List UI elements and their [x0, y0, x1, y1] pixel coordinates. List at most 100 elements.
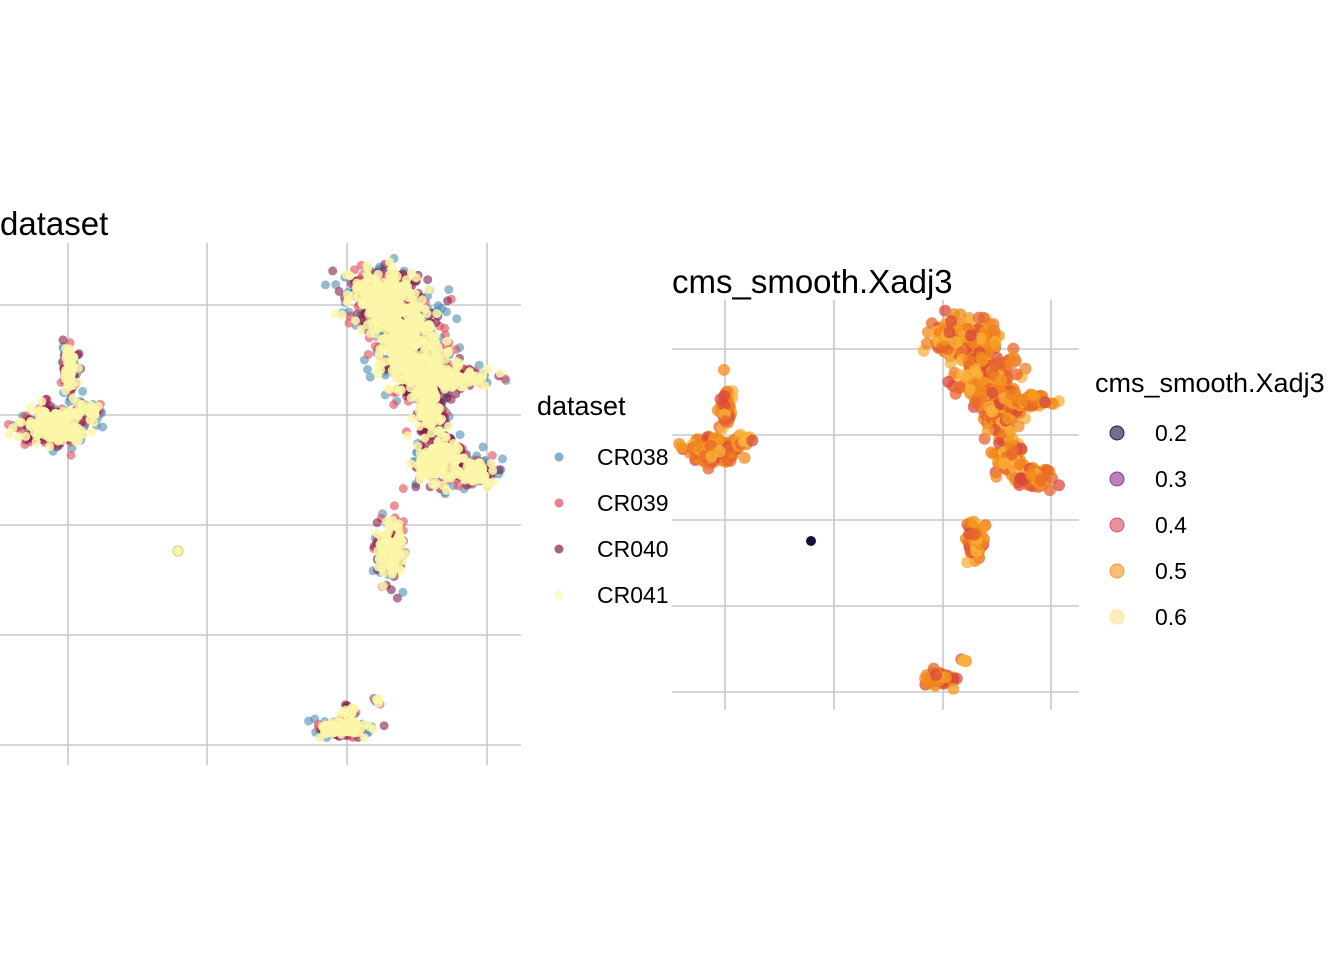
point-CR041 [384, 308, 394, 318]
point-CR041 [430, 347, 440, 356]
point-CR039 [363, 350, 373, 359]
point-CR041 [433, 413, 443, 422]
point-cms [993, 437, 1006, 450]
point-CR041 [406, 459, 416, 469]
point-CR041 [456, 382, 466, 392]
point-cms [718, 389, 731, 402]
point-CR041 [413, 378, 423, 388]
point-CR038 [98, 422, 108, 432]
point-CR039 [389, 400, 399, 410]
point-CR041 [36, 411, 46, 421]
gridlines-dataset [0, 243, 521, 765]
point-CR039 [398, 484, 408, 493]
panel-title-cms: cms_smooth.Xadj3 [672, 263, 953, 300]
point-cms [1027, 389, 1040, 402]
point-CR041 [449, 453, 459, 462]
point-CR041 [56, 417, 66, 427]
series-CR041 [4, 257, 505, 743]
point-cms [942, 375, 955, 388]
point-cms [919, 672, 932, 685]
point-CR041 [347, 708, 357, 718]
point-CR041 [376, 314, 386, 324]
point-CR041 [442, 336, 452, 346]
point-cms [988, 324, 1001, 337]
point-CR041 [351, 316, 360, 326]
point-CR041 [444, 421, 453, 431]
point-CR041 [21, 431, 31, 441]
point-CR041 [414, 357, 424, 367]
point-CR040 [379, 721, 389, 731]
point-CR041 [415, 457, 425, 467]
point-cms [738, 451, 751, 464]
point-CR040 [58, 335, 68, 345]
point-CR040 [423, 275, 433, 285]
point-cms [943, 326, 956, 339]
point-cms [964, 329, 977, 342]
point-cms [954, 381, 967, 394]
point-CR041 [25, 403, 35, 413]
point-CR039 [453, 481, 463, 491]
point-CR041 [459, 453, 469, 463]
legend-key-CR040 [554, 544, 564, 554]
point-CR041 [418, 386, 428, 396]
point-cms [1007, 342, 1020, 355]
legend-key-0.5 [1109, 563, 1125, 579]
point-cms [988, 358, 1001, 371]
point-CR041 [330, 309, 340, 319]
point-cms [1043, 484, 1056, 497]
point-cms [1015, 472, 1027, 485]
point-CR041 [328, 728, 338, 738]
point-CR041 [418, 471, 428, 481]
point-CR041 [395, 529, 405, 539]
point-CR041 [40, 430, 50, 440]
point-CR041 [73, 377, 83, 387]
point-CR041 [372, 529, 382, 538]
point-CR041 [70, 434, 80, 443]
points-dataset [3, 253, 511, 743]
point-CR041 [391, 384, 401, 394]
point-cms [920, 337, 933, 350]
point-CR040 [411, 482, 421, 492]
point-cms [969, 528, 982, 541]
point-CR041 [417, 323, 427, 333]
point-CR041 [408, 351, 417, 361]
point-CR041 [448, 439, 458, 448]
point-CR041 [420, 433, 430, 443]
point-CR041 [387, 365, 397, 375]
point-CR041 [338, 707, 348, 717]
point-CR041 [357, 298, 367, 308]
point-cms [945, 315, 958, 328]
point-CR041 [396, 293, 406, 303]
point-CR041 [390, 355, 400, 365]
point-CR041 [31, 437, 41, 447]
point-CR039 [389, 501, 399, 511]
point-CR041 [400, 549, 410, 559]
point-CR041 [356, 324, 366, 334]
point-CR040 [328, 266, 338, 276]
point-CR041 [374, 352, 384, 362]
point-cms [974, 332, 987, 345]
point-CR041 [60, 374, 70, 384]
point-cms [719, 415, 732, 428]
point-CR041 [403, 431, 413, 441]
point-CR041 [89, 417, 99, 427]
point-CR041 [417, 295, 427, 305]
point-CR041 [410, 301, 420, 311]
legend-key-0.6 [1109, 609, 1125, 625]
point-isolated [172, 545, 184, 557]
point-CR041 [368, 323, 378, 332]
legend-label-CR041: CR041 [597, 582, 669, 608]
point-cms [1014, 458, 1027, 471]
point-CR041 [14, 432, 24, 442]
point-CR041 [488, 466, 498, 475]
point-CR041 [377, 563, 387, 573]
point-CR041 [65, 353, 75, 363]
point-CR041 [72, 406, 82, 416]
point-CR041 [365, 277, 375, 287]
point-CR041 [336, 727, 346, 737]
point-CR041 [424, 285, 434, 295]
point-cms [964, 384, 977, 396]
point-CR041 [427, 428, 436, 438]
point-CR041 [431, 450, 441, 460]
